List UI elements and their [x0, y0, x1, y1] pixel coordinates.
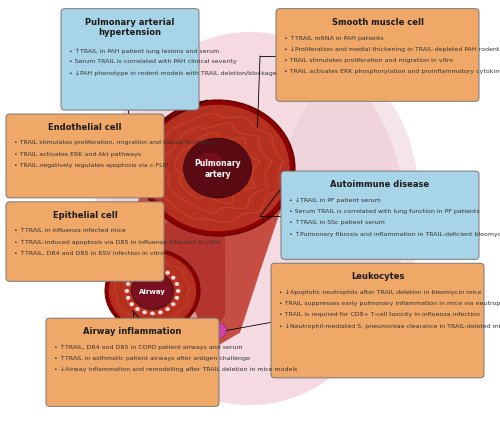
Circle shape — [140, 101, 295, 237]
Text: Pulmonary
artery: Pulmonary artery — [194, 159, 241, 179]
Text: • ↓TRAIL in PF patient serum: • ↓TRAIL in PF patient serum — [289, 197, 381, 202]
FancyBboxPatch shape — [281, 172, 479, 260]
Circle shape — [150, 312, 155, 316]
Text: • ↑TRAIL in SSc patient serum: • ↑TRAIL in SSc patient serum — [289, 219, 385, 225]
Text: • ↓Proliferation and medial thickening in TRAIL-depleted PAH rodents: • ↓Proliferation and medial thickening i… — [284, 46, 500, 52]
Circle shape — [105, 250, 200, 333]
Circle shape — [135, 307, 140, 311]
Circle shape — [171, 276, 175, 280]
Text: Airway: Airway — [139, 288, 166, 294]
Ellipse shape — [95, 33, 405, 405]
Circle shape — [130, 303, 134, 307]
Text: • ↑TRAIL, DR4 and DR5 in COPD patient airways and serum: • ↑TRAIL, DR4 and DR5 in COPD patient ai… — [54, 344, 242, 349]
Circle shape — [132, 273, 173, 310]
FancyBboxPatch shape — [6, 202, 164, 282]
Circle shape — [142, 268, 147, 272]
Text: Endothelial cell: Endothelial cell — [48, 123, 122, 132]
Text: Leukocytes: Leukocytes — [351, 272, 404, 281]
FancyBboxPatch shape — [46, 318, 219, 406]
Ellipse shape — [198, 153, 222, 168]
Text: • ↓Neutrophil-mediated S. pneumoniae clearance in TRAIL-deleted mice: • ↓Neutrophil-mediated S. pneumoniae cle… — [279, 322, 500, 328]
Polygon shape — [112, 182, 284, 350]
Circle shape — [142, 311, 147, 314]
Circle shape — [130, 276, 134, 280]
Text: • ↓Airway inflammation and remodelling after TRAIL deletion in mice models: • ↓Airway inflammation and remodelling a… — [54, 366, 298, 371]
Text: • ↑TRAIL-induced apoptosis via DR5 in influenza infection in vitro: • ↑TRAIL-induced apoptosis via DR5 in in… — [14, 239, 220, 244]
Circle shape — [174, 296, 179, 300]
Circle shape — [109, 253, 196, 329]
Text: • Serum TRAIL is correlated with PAH clinical severity: • Serum TRAIL is correlated with PAH cli… — [69, 59, 237, 64]
Text: • TRAIL stimulates proliferation, migration and tubule formation: • TRAIL stimulates proliferation, migrat… — [14, 140, 216, 145]
Circle shape — [135, 271, 140, 275]
Ellipse shape — [212, 326, 218, 330]
Ellipse shape — [280, 79, 420, 342]
Text: • ↑TRAIL, DR4 and DR5 in RSV infection in vitro: • ↑TRAIL, DR4 and DR5 in RSV infection i… — [14, 250, 164, 255]
FancyBboxPatch shape — [271, 264, 484, 378]
Text: • Serum TRAIL is correlated with lung function in PF patients: • Serum TRAIL is correlated with lung fu… — [289, 208, 480, 213]
Circle shape — [166, 271, 170, 275]
Text: • ↑TRAIL in asthmatic patient airways after antigen challenge: • ↑TRAIL in asthmatic patient airways af… — [54, 355, 250, 360]
Ellipse shape — [110, 101, 220, 320]
Text: • TRAIL suppresses early pulmonary inflammation in mice via neutrophil apoptosis: • TRAIL suppresses early pulmonary infla… — [279, 300, 500, 305]
Circle shape — [184, 139, 252, 198]
Text: • TRAIL negatively regulates apoptosis via c-FLIP: • TRAIL negatively regulates apoptosis v… — [14, 162, 168, 167]
Circle shape — [171, 303, 175, 307]
Text: • TRAIL is required for CD8+ T-cell toxicity in influenza infection: • TRAIL is required for CD8+ T-cell toxi… — [279, 311, 480, 316]
Text: • TRAIL activates ERK phosphorylation and proinflammatory cytokine release in vi: • TRAIL activates ERK phosphorylation an… — [284, 68, 500, 74]
FancyBboxPatch shape — [276, 10, 479, 102]
Text: • TRAIL activates ERK and Akt pathways: • TRAIL activates ERK and Akt pathways — [14, 151, 141, 156]
Circle shape — [126, 283, 130, 286]
FancyBboxPatch shape — [61, 10, 199, 111]
Circle shape — [158, 311, 162, 314]
Circle shape — [208, 323, 226, 339]
Circle shape — [174, 283, 179, 286]
Text: • ↓Apoptotic neutrophils after TRAIL deletion in bleomycin mice: • ↓Apoptotic neutrophils after TRAIL del… — [279, 289, 482, 294]
Text: • ↓PAH phenotype in rodent models with TRAIL deletion/blockage: • ↓PAH phenotype in rodent models with T… — [69, 71, 276, 76]
Text: Autoimmune disease: Autoimmune disease — [330, 180, 430, 189]
FancyBboxPatch shape — [6, 115, 164, 198]
Circle shape — [146, 106, 290, 232]
Text: Epithelial cell: Epithelial cell — [52, 210, 118, 219]
Text: Airway inflammation: Airway inflammation — [84, 326, 182, 336]
Text: • ↑TRAIL mRNA in PAH patients: • ↑TRAIL mRNA in PAH patients — [284, 35, 384, 40]
Text: • TRAIL stimulates proliferation and migration in vitro: • TRAIL stimulates proliferation and mig… — [284, 57, 453, 62]
Text: Pulmonary arterial
hypertension: Pulmonary arterial hypertension — [86, 18, 174, 37]
Polygon shape — [143, 182, 225, 342]
Text: Smooth muscle cell: Smooth muscle cell — [332, 18, 424, 27]
Circle shape — [126, 296, 130, 300]
Text: • ↑Pulmonary fibrosis and inflammation in TRAIL-deficient bleomycin mice: • ↑Pulmonary fibrosis and inflammation i… — [289, 231, 500, 236]
Circle shape — [176, 289, 180, 293]
Circle shape — [150, 267, 155, 271]
Text: • ↑TRAIL in PAH patient lung lesions and serum: • ↑TRAIL in PAH patient lung lesions and… — [69, 48, 219, 53]
Text: • ↑TRAIL in influenza infected mice: • ↑TRAIL in influenza infected mice — [14, 228, 126, 233]
Circle shape — [124, 289, 129, 293]
Circle shape — [166, 307, 170, 311]
Circle shape — [158, 268, 162, 272]
